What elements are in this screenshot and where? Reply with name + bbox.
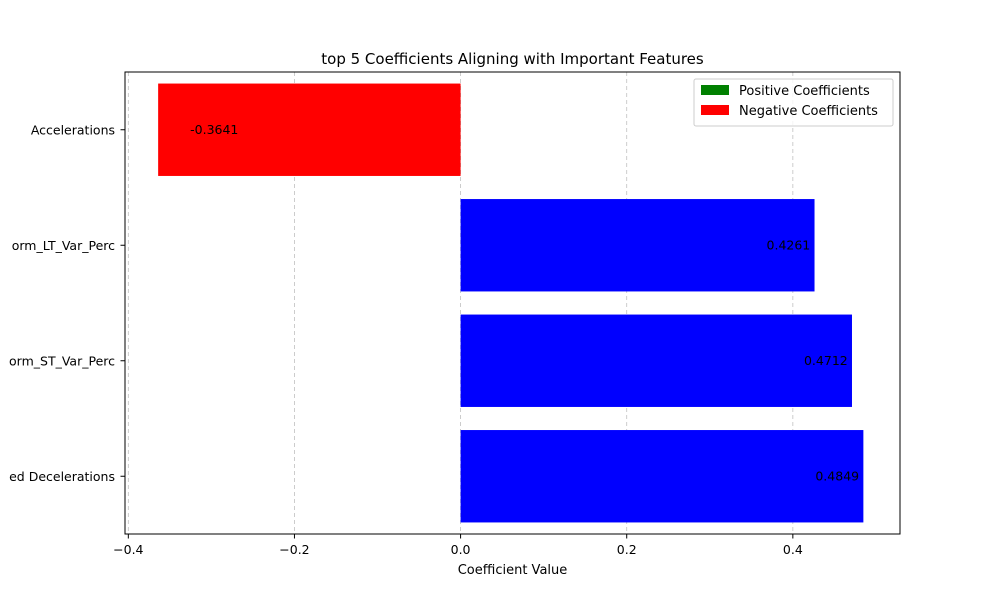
legend: Positive Coefficients Negative Coefficien…: [693, 78, 894, 127]
legend-box: [693, 78, 894, 127]
legend-entries: Positive Coefficients Negative Coefficien…: [701, 84, 878, 119]
y-axis-ticks: Accelerations orm_LT_Var_Perc orm_ST_Var_P…: [9, 122, 125, 484]
x-axis-ticks: −0.4 −0.2 0.0 0.2 0.4: [113, 534, 803, 557]
y-tick-label-3: ed Decelerations: [9, 469, 115, 484]
legend-label-0: Positive Coefficients: [739, 84, 870, 99]
x-tick-label-0: −0.4: [113, 542, 143, 557]
bar-1: [460, 199, 815, 292]
bars: -0.3641 0.4261 0.4712 0.4849: [158, 83, 864, 523]
x-tick-label-2: 0.0: [451, 542, 471, 557]
x-tick-label-3: 0.2: [617, 542, 637, 557]
legend-swatch-1: [701, 105, 729, 115]
x-axis-label: Coefficient Value: [458, 563, 568, 578]
chart-title: top 5 Coefficients Aligning with Importa…: [321, 50, 704, 68]
bar-value-label-3: 0.4849: [815, 468, 859, 483]
bar-0: [158, 83, 461, 176]
bar-2: [460, 314, 852, 407]
y-tick-label-1: orm_LT_Var_Perc: [12, 238, 115, 253]
bar-3: [460, 430, 864, 523]
y-tick-label-2: orm_ST_Var_Perc: [9, 353, 115, 368]
x-tick-label-4: 0.4: [783, 542, 803, 557]
legend-swatch-0: [701, 85, 729, 95]
plot-frame: [124, 71, 901, 535]
y-tick-label-0: Accelerations: [31, 122, 115, 137]
x-tick-label-1: −0.2: [279, 542, 309, 557]
legend-label-1: Negative Coefficients: [739, 104, 878, 119]
bar-value-label-2: 0.4712: [804, 353, 848, 368]
bar-value-label-0: -0.3641: [190, 122, 238, 137]
bar-value-label-1: 0.4261: [767, 237, 811, 252]
